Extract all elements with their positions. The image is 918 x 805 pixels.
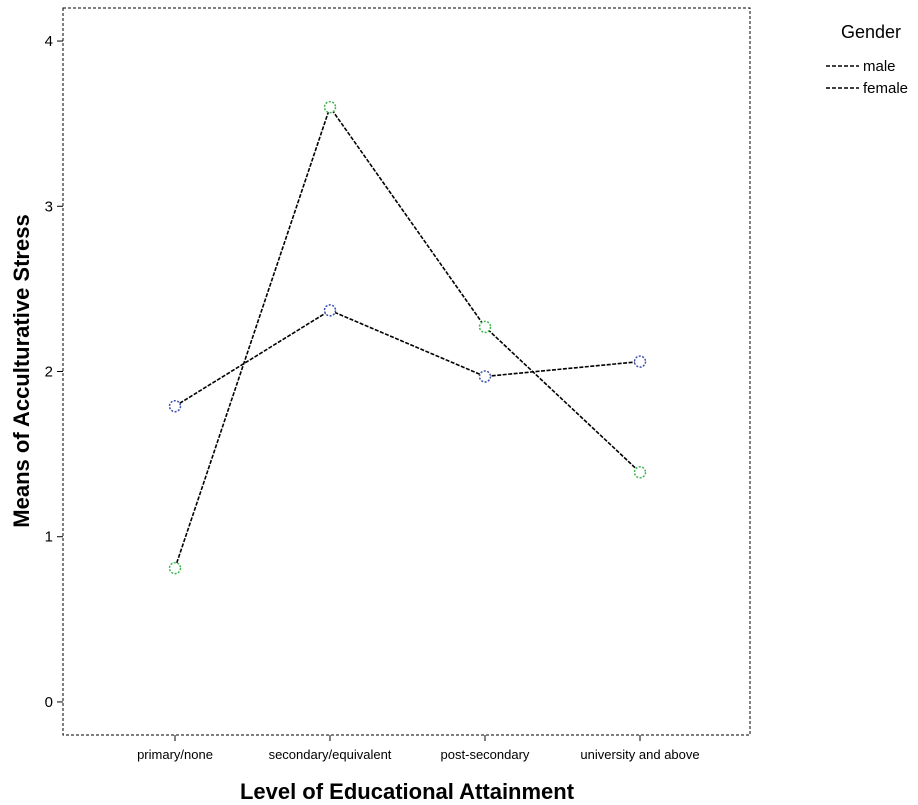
- plot-frame: [62, 7, 751, 736]
- data-point-male: [323, 304, 337, 317]
- data-point-female: [168, 561, 182, 575]
- x-axis: primary/none secondary/equivalent post-sec…: [137, 735, 700, 762]
- legend-label-male: male: [863, 58, 896, 75]
- x-tick-label: primary/none: [137, 747, 213, 762]
- legend-label-female: female: [863, 80, 908, 97]
- x-tick-label: post-secondary: [441, 747, 530, 762]
- x-axis-title: Level of Educational Attainment: [240, 779, 575, 804]
- y-tick-label: 0: [45, 694, 53, 711]
- data-point-female: [323, 100, 337, 114]
- series-line-male: [174, 309, 641, 407]
- data-point-male: [633, 355, 647, 368]
- legend-title: Gender: [841, 22, 901, 42]
- data-point-male: [168, 399, 182, 413]
- x-tick-label: university and above: [580, 747, 699, 762]
- legend: Gender male female: [826, 22, 908, 97]
- data-point-male: [478, 370, 492, 383]
- series-layer: [168, 100, 647, 575]
- series-line-female: [174, 105, 641, 569]
- y-tick-label: 3: [45, 198, 53, 215]
- y-tick-label: 2: [45, 364, 53, 381]
- x-tick-label: secondary/equivalent: [269, 747, 392, 762]
- y-axis-title: Means of Acculturative Stress: [9, 214, 34, 527]
- y-axis: 0 1 2 3 4: [45, 33, 63, 711]
- y-tick-label: 1: [45, 529, 53, 546]
- y-tick-label: 4: [45, 33, 53, 50]
- data-point-female: [633, 466, 647, 479]
- data-point-female: [478, 320, 492, 334]
